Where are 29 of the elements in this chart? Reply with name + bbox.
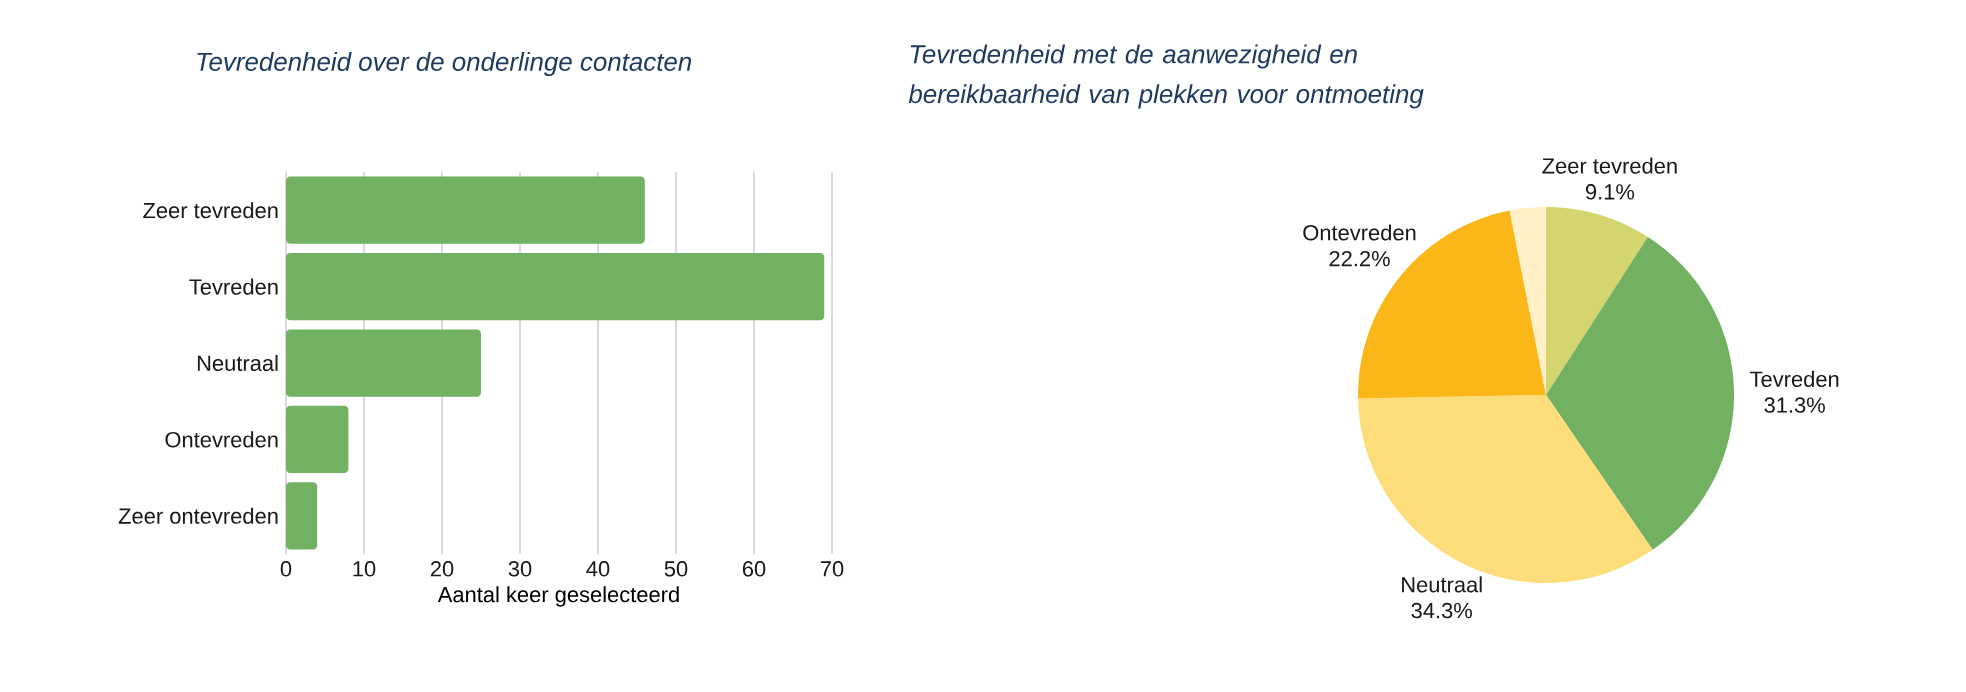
bar <box>286 252 825 321</box>
y-tick-label: Ontevreden <box>165 431 278 448</box>
x-tick-label: 40 <box>586 561 610 577</box>
bar <box>286 329 481 397</box>
slice-label: Tevreden <box>1750 370 1839 387</box>
bar <box>286 482 318 550</box>
data-label: 31.3% <box>1764 397 1825 413</box>
slice-label: Ontevreden <box>1303 224 1416 241</box>
data-label: 9.1% <box>1585 184 1635 200</box>
chart-title: Tevredenheid over de onderlinge contacten <box>197 51 692 77</box>
x-tick-label: 10 <box>353 561 376 577</box>
chart-title: Tevredenheid met de aanwezigheid en bereikbaarheid van plekken voor ontmoeting <box>908 44 1424 109</box>
slice-label: Neutraal <box>1402 576 1482 593</box>
x-tick-label: 0 <box>280 561 292 577</box>
y-tick-label: Zeer ontevreden <box>118 507 278 524</box>
x-axis-title: Aantal keer geselecteerd <box>437 586 679 607</box>
x-tick-label: 50 <box>664 561 688 577</box>
data-label: 34.3% <box>1411 602 1472 619</box>
y-tick-label: Tevreden <box>189 278 278 295</box>
x-tick-label: 30 <box>508 561 532 577</box>
y-tick-label: Zeer tevreden <box>143 202 278 219</box>
x-tick-label: 70 <box>820 561 844 577</box>
data-label: 22.2% <box>1329 250 1390 267</box>
bar <box>286 176 645 244</box>
x-tick-label: 20 <box>430 561 454 577</box>
bar <box>286 405 349 474</box>
y-tick-label: Neutraal <box>197 354 278 372</box>
x-tick-label: 60 <box>742 561 766 577</box>
slice-label: Zeer tevreden <box>1542 157 1677 174</box>
